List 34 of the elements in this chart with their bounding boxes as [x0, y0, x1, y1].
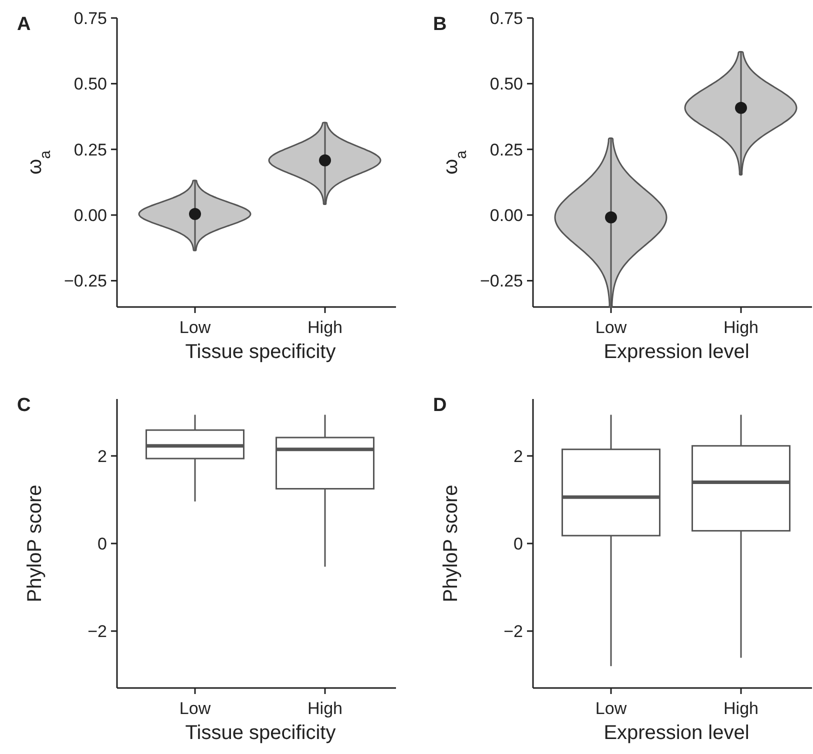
y-tick-label: 0.75 [74, 8, 107, 28]
chart-title: D [433, 395, 447, 416]
x-tick-label: Low [595, 318, 628, 337]
y-tick-label: −2 [504, 622, 523, 642]
y-tick-label: 0.00 [490, 206, 523, 225]
y-tick-label: 0 [98, 534, 107, 554]
chart-title: A [17, 14, 31, 35]
chart-title: C [17, 395, 31, 416]
y-tick-label: 0 [514, 534, 523, 554]
y-tick-label: −0.25 [480, 272, 523, 291]
y-tick-label: −0.25 [64, 272, 107, 291]
y-tick-label: 2 [98, 446, 107, 466]
x-tick-label: High [308, 318, 342, 337]
y-tick-label: 0.50 [490, 74, 523, 94]
x-tick-label: Low [179, 318, 212, 337]
x-axis-title: Expression level [604, 341, 750, 363]
y-tick-label: 0.50 [74, 74, 107, 94]
x-axis-title: Expression level [604, 722, 750, 744]
chart-title: B [433, 14, 447, 35]
y-tick-label: 2 [514, 446, 523, 466]
y-tick-label: 0.25 [74, 140, 107, 160]
x-tick-label: High [724, 318, 758, 337]
x-tick-label: High [724, 699, 758, 718]
x-axis-title: Tissue specificity [185, 341, 336, 363]
x-tick-label: High [308, 699, 342, 718]
x-tick-label: Low [179, 699, 212, 718]
x-axis-title: Tissue specificity [185, 722, 336, 744]
x-tick-label: Low [595, 699, 628, 718]
y-tick-label: 0.75 [490, 8, 523, 28]
y-tick-label: −2 [88, 622, 107, 642]
y-axis-title: PhyloP score [24, 484, 46, 602]
y-tick-label: 0.00 [74, 206, 107, 225]
y-tick-label: 0.25 [490, 140, 523, 160]
y-axis-title: PhyloP score [440, 484, 462, 602]
